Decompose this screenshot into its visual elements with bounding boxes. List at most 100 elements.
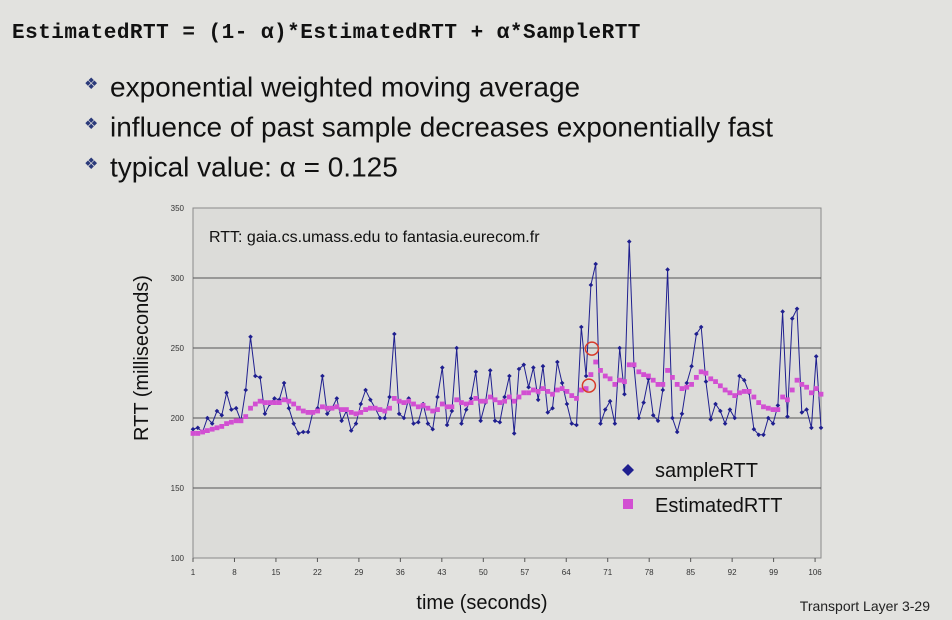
sample-point bbox=[411, 421, 416, 426]
estimated-point bbox=[698, 369, 704, 375]
estimated-point bbox=[607, 376, 613, 382]
estimated-point bbox=[200, 429, 205, 435]
sample-point bbox=[583, 373, 589, 379]
bullet-item: ❖ exponential weighted moving average bbox=[84, 66, 773, 106]
sample-point bbox=[253, 373, 258, 379]
estimated-point bbox=[487, 394, 493, 400]
sample-point bbox=[392, 331, 397, 337]
estimated-point bbox=[459, 400, 464, 405]
estimated-point bbox=[679, 386, 685, 391]
estimated-point bbox=[358, 410, 364, 415]
estimated-point bbox=[521, 390, 527, 396]
y-tick-label: 150 bbox=[171, 484, 185, 493]
sample-point bbox=[579, 324, 584, 330]
sample-point bbox=[459, 421, 464, 426]
estimated-point bbox=[703, 370, 709, 376]
estimated-point bbox=[598, 368, 603, 373]
series-group bbox=[190, 239, 824, 438]
estimated-point bbox=[559, 386, 565, 391]
estimated-point bbox=[665, 368, 670, 373]
y-tick-label: 200 bbox=[171, 414, 185, 423]
estimated-point bbox=[377, 407, 383, 412]
sample-point bbox=[320, 373, 325, 379]
estimated-point bbox=[583, 386, 589, 391]
sample-point bbox=[463, 407, 469, 412]
estimated-point bbox=[708, 376, 714, 382]
sample-point bbox=[516, 366, 522, 372]
estimated-point bbox=[636, 369, 642, 375]
sample-point bbox=[650, 412, 656, 418]
slide-footer: Transport Layer 3-29 bbox=[799, 598, 930, 614]
estimated-point bbox=[722, 387, 728, 393]
estimated-point bbox=[684, 384, 690, 390]
sample-point bbox=[617, 345, 622, 351]
estimated-point bbox=[554, 387, 560, 393]
estimated-point bbox=[305, 410, 311, 415]
sample-point bbox=[224, 390, 229, 396]
ewma-formula: EstimatedRTT = (1- α)*EstimatedRTT + α*S… bbox=[12, 22, 641, 45]
legend: sampleRTT EstimatedRTT bbox=[622, 460, 782, 517]
y-tick-label: 350 bbox=[171, 204, 185, 213]
x-tick-label: 85 bbox=[686, 568, 695, 577]
estimated-point bbox=[765, 405, 771, 411]
sample-point bbox=[262, 411, 268, 417]
estimated-point bbox=[732, 393, 738, 398]
estimated-point bbox=[617, 377, 623, 383]
sample-point bbox=[257, 375, 263, 380]
sample-point bbox=[660, 387, 666, 393]
sample-point bbox=[358, 401, 364, 407]
sample-point bbox=[718, 408, 723, 414]
highlight-group bbox=[581, 341, 600, 393]
estimated-point bbox=[693, 375, 699, 380]
sample-point bbox=[770, 421, 776, 426]
estimated-point bbox=[516, 394, 522, 400]
sample-point bbox=[794, 306, 800, 312]
sample-point bbox=[602, 407, 608, 412]
estimated-point bbox=[252, 401, 258, 407]
estimated-point bbox=[324, 405, 330, 411]
y-axis-label: RTT (milliseconds) bbox=[131, 275, 153, 441]
sample-point bbox=[694, 331, 699, 337]
x-tick-label: 22 bbox=[313, 568, 322, 577]
estimated-point bbox=[794, 377, 800, 383]
diamond-bullet-icon: ❖ bbox=[84, 75, 99, 93]
sample-point bbox=[425, 421, 431, 426]
estimated-point bbox=[569, 393, 575, 398]
estimated-point bbox=[473, 396, 479, 401]
bullet-item: ❖ typical value: α = 0.125 bbox=[84, 146, 773, 186]
estimated-point bbox=[751, 394, 757, 400]
estimated-point bbox=[430, 408, 436, 414]
series-EstimatedRTT bbox=[190, 359, 824, 436]
estimated-point bbox=[602, 373, 608, 379]
estimated-point bbox=[502, 398, 508, 404]
y-tick-label: 250 bbox=[171, 344, 185, 353]
sample-point bbox=[607, 398, 613, 404]
sample-point bbox=[487, 368, 493, 373]
estimated-point bbox=[761, 404, 766, 410]
estimated-point bbox=[439, 401, 445, 407]
sample-point bbox=[387, 394, 392, 400]
sample-point bbox=[569, 421, 575, 426]
estimated-point bbox=[344, 407, 349, 412]
estimated-point bbox=[329, 405, 335, 411]
sample-point bbox=[775, 403, 781, 408]
estimated-point bbox=[286, 398, 292, 404]
estimated-point bbox=[530, 387, 536, 393]
sample-point bbox=[363, 387, 368, 393]
estimated-point bbox=[588, 372, 594, 377]
sample-point bbox=[368, 397, 373, 403]
estimated-point bbox=[411, 401, 416, 407]
sample-point bbox=[195, 425, 201, 431]
x-tick-label: 36 bbox=[396, 568, 405, 577]
estimated-point bbox=[444, 404, 450, 410]
estimated-point bbox=[190, 431, 196, 436]
estimated-point bbox=[809, 390, 814, 396]
estimated-point bbox=[674, 382, 680, 387]
estimated-point bbox=[262, 400, 268, 405]
sample-point bbox=[190, 426, 196, 432]
estimated-point bbox=[435, 407, 440, 412]
estimated-point bbox=[626, 362, 632, 368]
sample-point bbox=[334, 396, 340, 401]
estimated-point bbox=[526, 390, 531, 396]
